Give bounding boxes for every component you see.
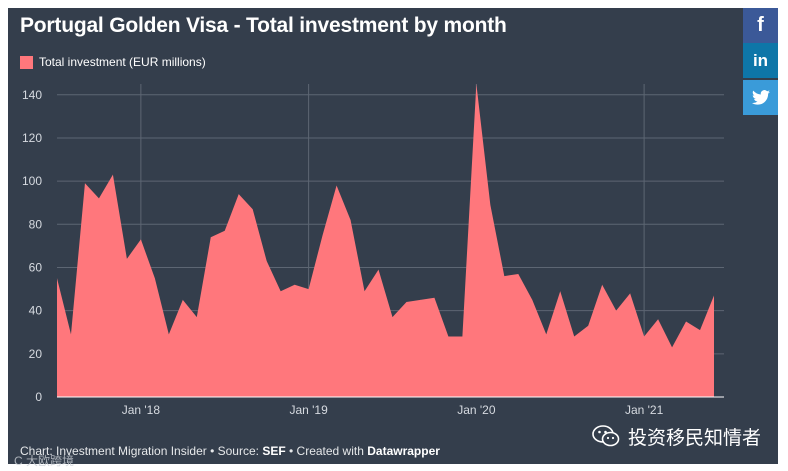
y-tick-label: 80 <box>29 217 43 231</box>
y-tick-label: 120 <box>22 131 42 145</box>
footer-prefix: Chart: Investment Migration Insider • So… <box>20 444 263 458</box>
watermark-text: C 大欧跨境 <box>14 454 75 468</box>
y-tick-label: 0 <box>35 390 42 404</box>
footer-tool[interactable]: Datawrapper <box>367 444 440 458</box>
wechat-icon <box>592 425 620 447</box>
twitter-share-button[interactable] <box>743 80 778 115</box>
x-tick-label: Jan '19 <box>289 403 328 417</box>
legend: Total investment (EUR millions) <box>20 54 206 70</box>
x-tick-label: Jan '21 <box>625 403 664 417</box>
y-tick-label: 60 <box>29 260 43 274</box>
y-tick-label: 100 <box>22 174 42 188</box>
area-series-total-investment <box>57 84 714 397</box>
chart-title: Portugal Golden Visa - Total investment … <box>20 14 507 37</box>
facebook-share-button[interactable]: f <box>743 8 778 43</box>
y-tick-label: 20 <box>29 347 43 361</box>
facebook-icon: f <box>757 14 764 36</box>
linkedin-share-button[interactable]: in <box>743 43 778 78</box>
footer-source: SEF <box>262 444 286 458</box>
linkedin-icon: in <box>752 50 769 70</box>
y-tick-label: 40 <box>29 304 43 318</box>
twitter-icon <box>751 90 770 105</box>
chart-footer: Chart: Investment Migration Insider • So… <box>20 444 440 458</box>
x-tick-label: Jan '20 <box>457 403 496 417</box>
legend-swatch <box>20 55 33 69</box>
legend-label: Total investment (EUR millions) <box>39 55 206 69</box>
wechat-watermark: 投资移民知情者 <box>592 424 762 449</box>
y-tick-label: 140 <box>22 88 42 102</box>
footer-middle: • Created with <box>285 444 368 458</box>
x-tick-label: Jan '18 <box>122 403 161 417</box>
wechat-label: 投资移民知情者 <box>628 427 762 449</box>
